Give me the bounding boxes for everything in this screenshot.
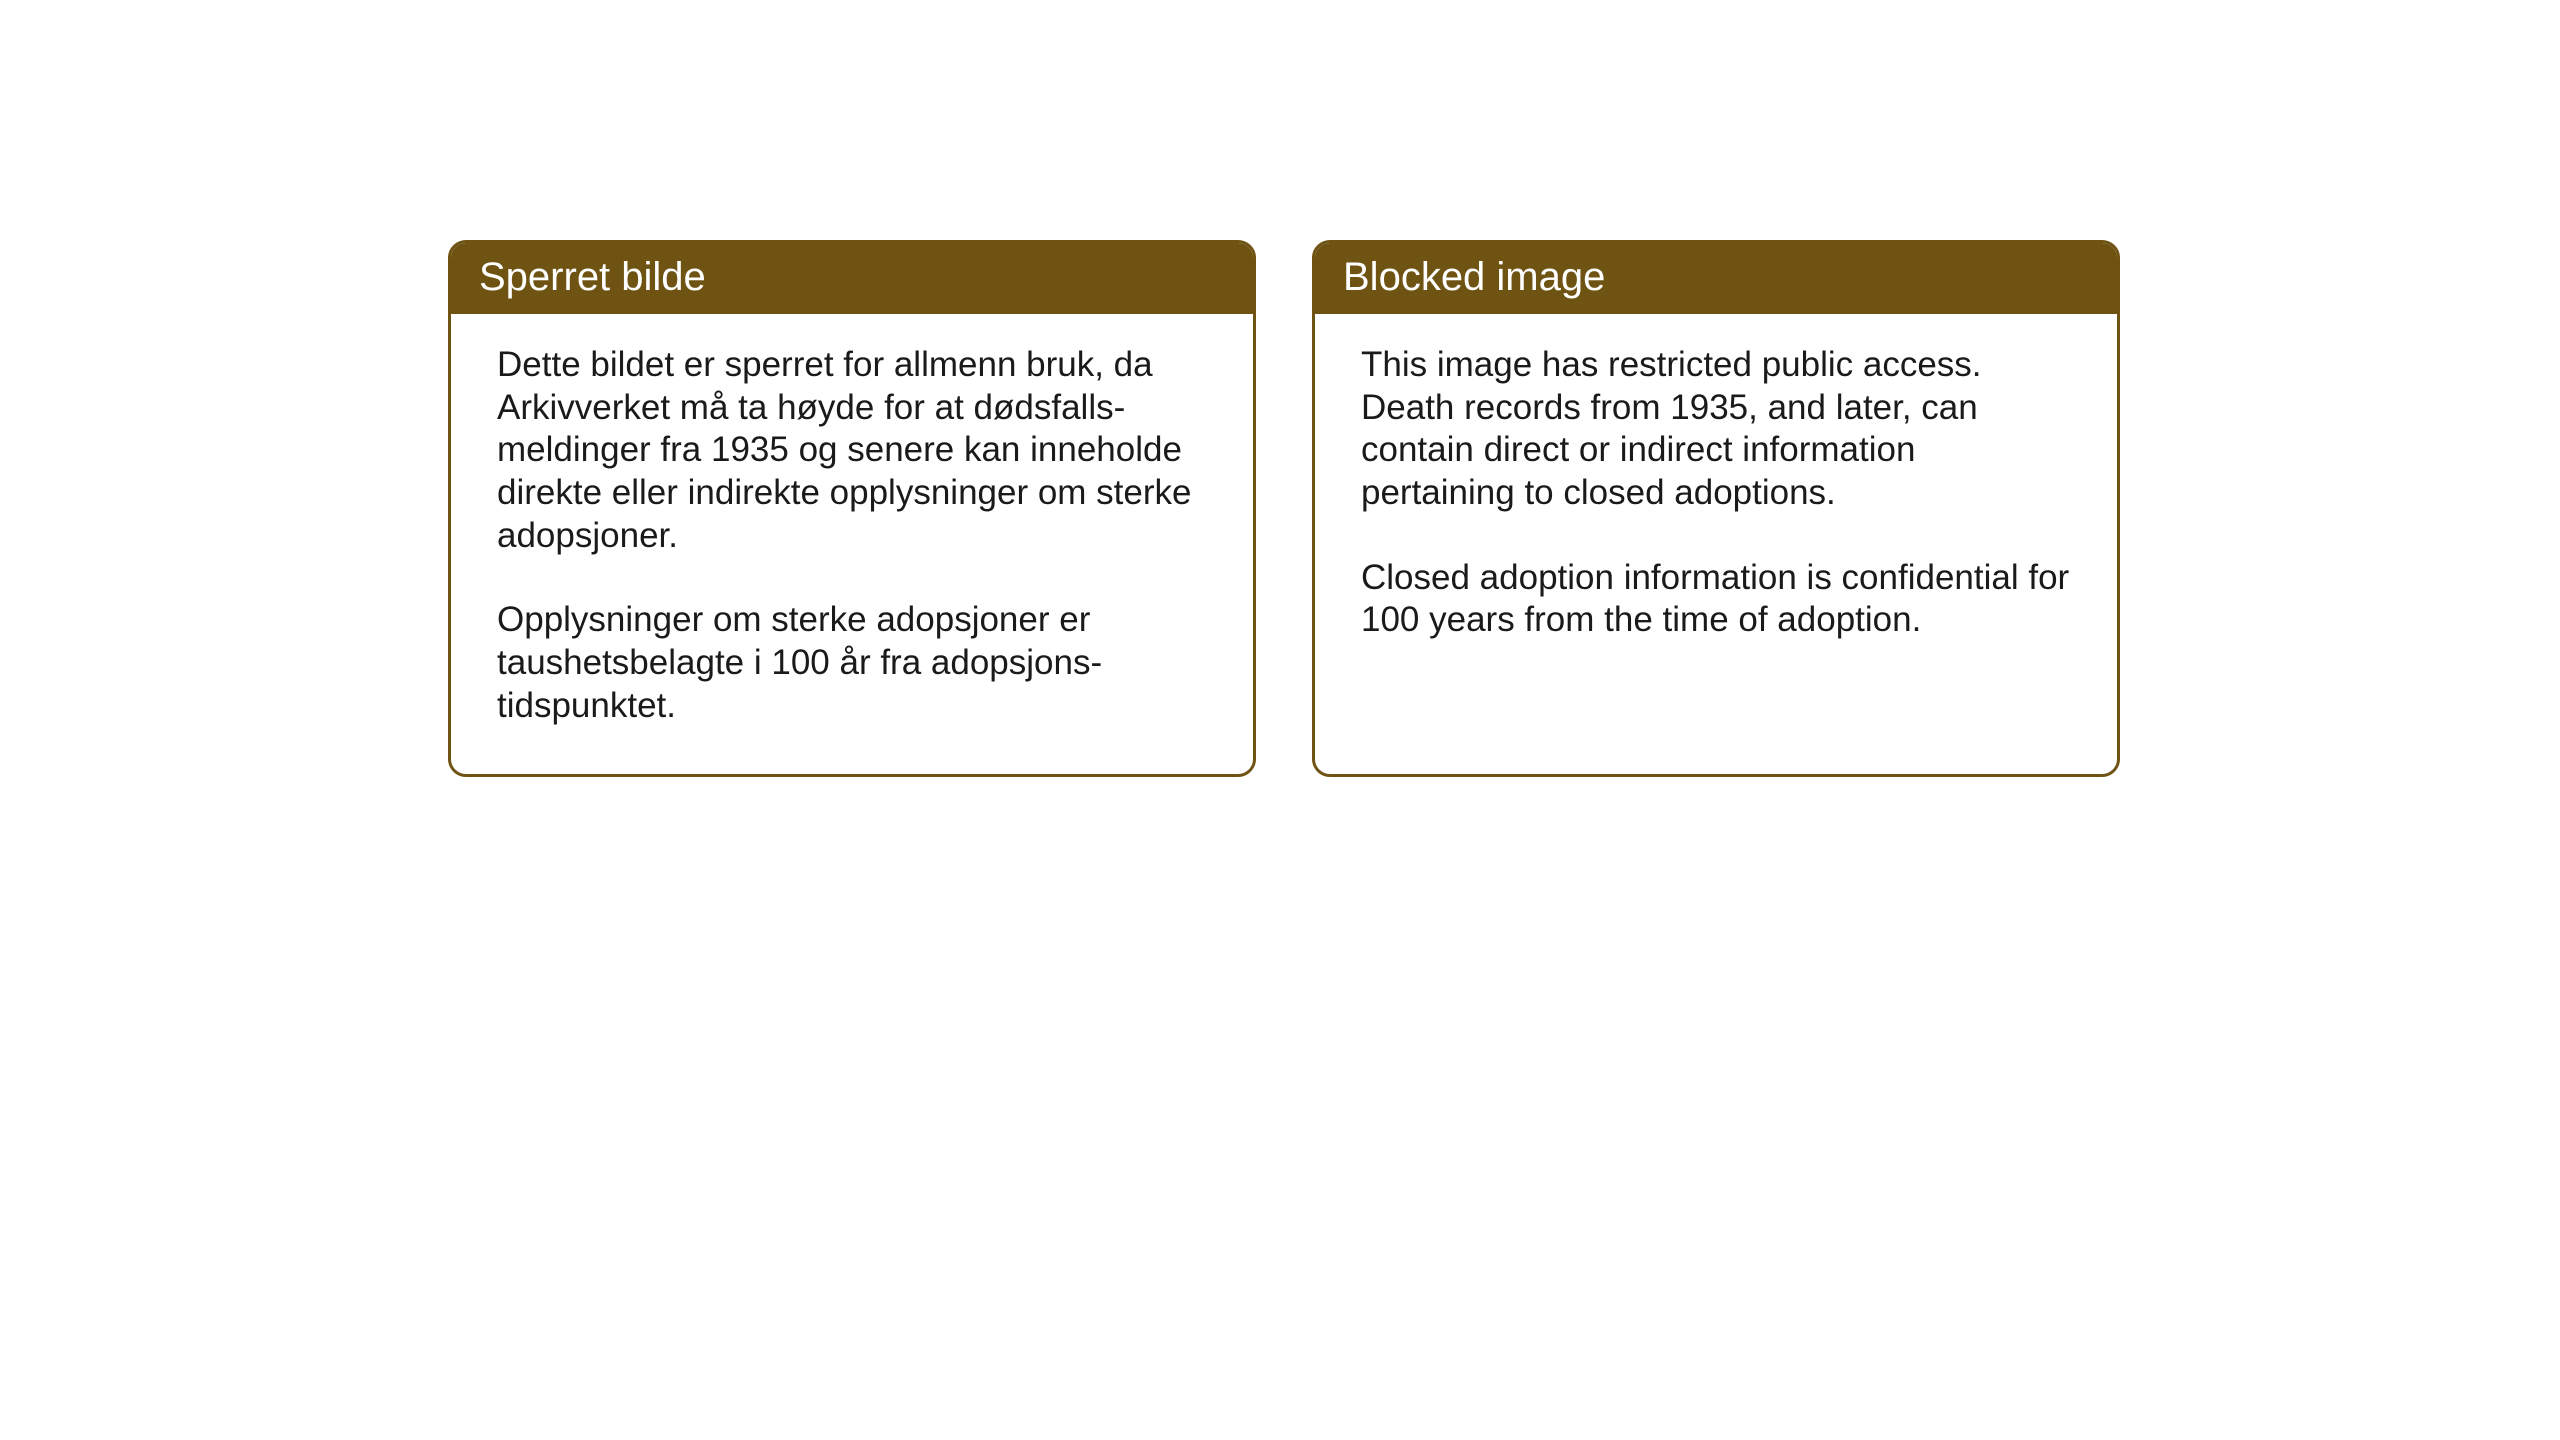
english-notice-card: Blocked image This image has restricted … xyxy=(1312,240,2120,777)
notice-container: Sperret bilde Dette bildet er sperret fo… xyxy=(448,240,2120,777)
english-paragraph-1: This image has restricted public access.… xyxy=(1361,344,2071,515)
english-card-title: Blocked image xyxy=(1315,243,2117,314)
norwegian-card-title: Sperret bilde xyxy=(451,243,1253,314)
english-paragraph-2: Closed adoption information is confident… xyxy=(1361,557,2071,642)
norwegian-paragraph-1: Dette bildet er sperret for allmenn bruk… xyxy=(497,344,1207,557)
norwegian-card-body: Dette bildet er sperret for allmenn bruk… xyxy=(451,314,1253,774)
norwegian-notice-card: Sperret bilde Dette bildet er sperret fo… xyxy=(448,240,1256,777)
english-card-body: This image has restricted public access.… xyxy=(1315,314,2117,688)
norwegian-paragraph-2: Opplysninger om sterke adopsjoner er tau… xyxy=(497,599,1207,727)
